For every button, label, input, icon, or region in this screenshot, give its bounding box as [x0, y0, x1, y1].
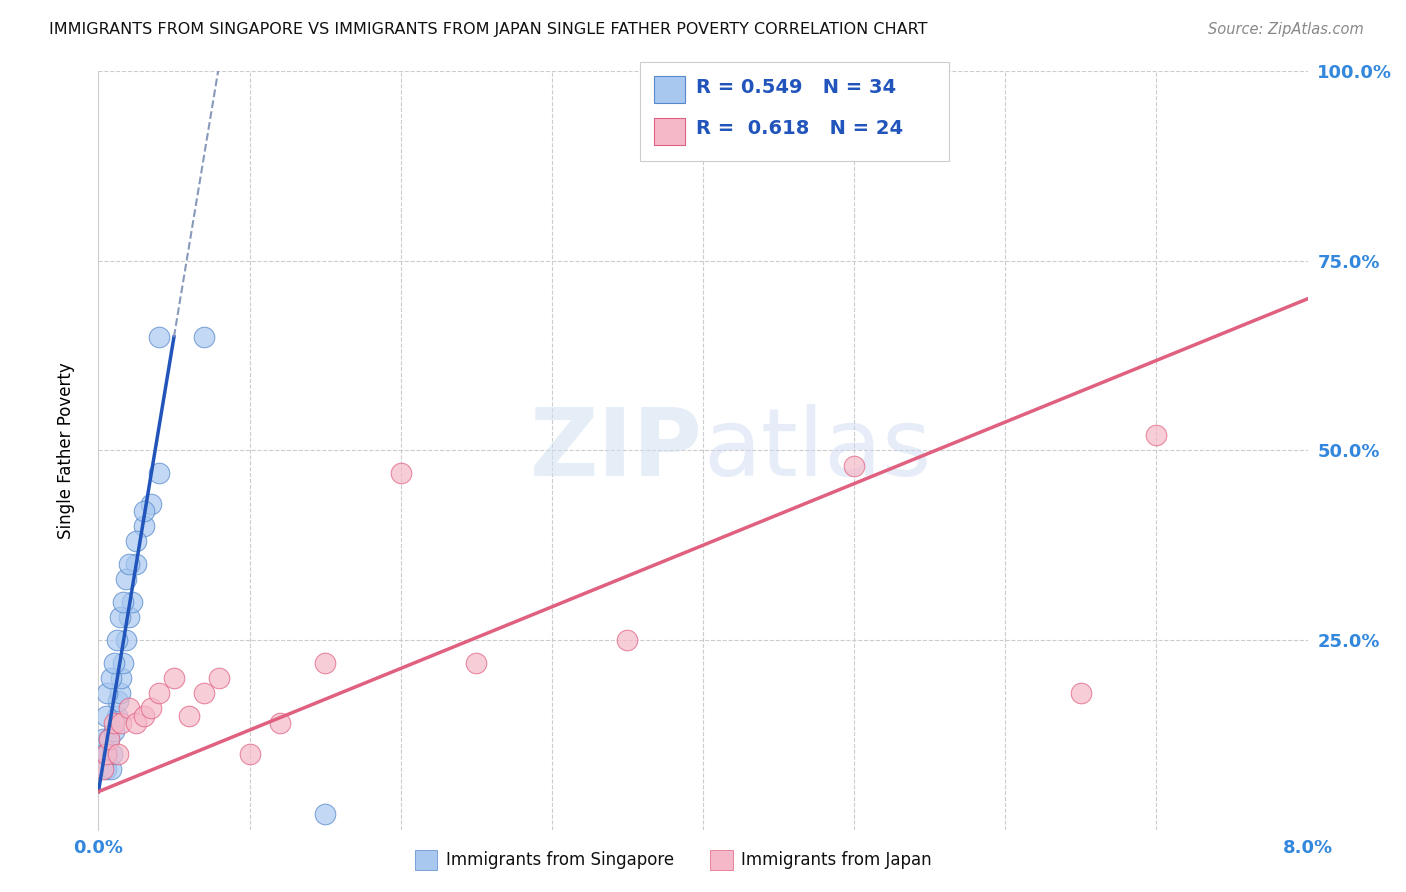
Point — [125, 534, 148, 549]
Point — [208, 671, 231, 685]
Point — [314, 807, 336, 822]
Text: R = 0.549   N = 34: R = 0.549 N = 34 — [696, 78, 896, 96]
Point — [125, 716, 148, 731]
Point — [110, 716, 132, 731]
Text: ZIP: ZIP — [530, 404, 703, 497]
Point — [114, 573, 136, 587]
Point — [96, 686, 118, 700]
Point — [105, 708, 128, 723]
Point — [103, 724, 125, 739]
Point — [125, 557, 148, 572]
Point — [114, 633, 136, 648]
Point — [105, 633, 128, 648]
Point — [465, 656, 488, 670]
Point — [108, 686, 131, 700]
Point — [389, 467, 412, 481]
Point — [98, 731, 121, 746]
Point — [103, 716, 125, 731]
Point — [101, 747, 124, 761]
Point — [107, 747, 129, 761]
Text: Immigrants from Japan: Immigrants from Japan — [741, 851, 932, 869]
Point — [118, 701, 141, 715]
Point — [91, 762, 114, 776]
Point — [148, 330, 170, 344]
Point — [141, 701, 163, 715]
Text: Source: ZipAtlas.com: Source: ZipAtlas.com — [1208, 22, 1364, 37]
Point — [108, 610, 131, 624]
Point — [269, 716, 291, 731]
Point — [107, 694, 129, 708]
Point — [118, 610, 141, 624]
Text: R =  0.618   N = 24: R = 0.618 N = 24 — [696, 119, 903, 137]
Point — [132, 504, 155, 518]
Point — [94, 708, 117, 723]
Point — [100, 671, 122, 685]
Point — [132, 519, 155, 533]
Point — [193, 686, 215, 700]
Point — [148, 467, 170, 481]
Point — [98, 731, 121, 746]
Point — [91, 731, 114, 746]
Point — [179, 708, 201, 723]
Point — [93, 747, 115, 761]
Point — [96, 747, 118, 761]
Point — [239, 747, 262, 761]
Point — [100, 762, 122, 776]
Point — [141, 496, 163, 510]
Point — [193, 330, 215, 344]
Point — [844, 458, 866, 473]
Point — [111, 595, 134, 609]
Y-axis label: Single Father Poverty: Single Father Poverty — [56, 362, 75, 539]
Point — [132, 708, 155, 723]
Text: Immigrants from Singapore: Immigrants from Singapore — [446, 851, 673, 869]
Point — [121, 595, 143, 609]
Point — [118, 557, 141, 572]
Text: IMMIGRANTS FROM SINGAPORE VS IMMIGRANTS FROM JAPAN SINGLE FATHER POVERTY CORRELA: IMMIGRANTS FROM SINGAPORE VS IMMIGRANTS … — [49, 22, 928, 37]
Point — [148, 686, 170, 700]
Point — [110, 671, 132, 685]
Point — [163, 671, 186, 685]
Point — [94, 762, 117, 776]
Point — [1070, 686, 1092, 700]
Point — [616, 633, 638, 648]
Point — [314, 656, 336, 670]
Point — [111, 656, 134, 670]
Point — [103, 656, 125, 670]
Point — [94, 747, 117, 761]
Text: atlas: atlas — [703, 404, 931, 497]
Point — [1146, 428, 1168, 442]
